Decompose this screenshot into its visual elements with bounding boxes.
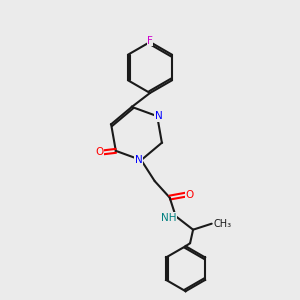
- Text: F: F: [147, 35, 153, 46]
- Text: O: O: [95, 147, 104, 158]
- Text: NH: NH: [161, 213, 177, 223]
- Text: N: N: [155, 111, 163, 121]
- Text: N: N: [135, 155, 143, 165]
- Text: CH₃: CH₃: [213, 219, 231, 229]
- Text: O: O: [186, 190, 194, 200]
